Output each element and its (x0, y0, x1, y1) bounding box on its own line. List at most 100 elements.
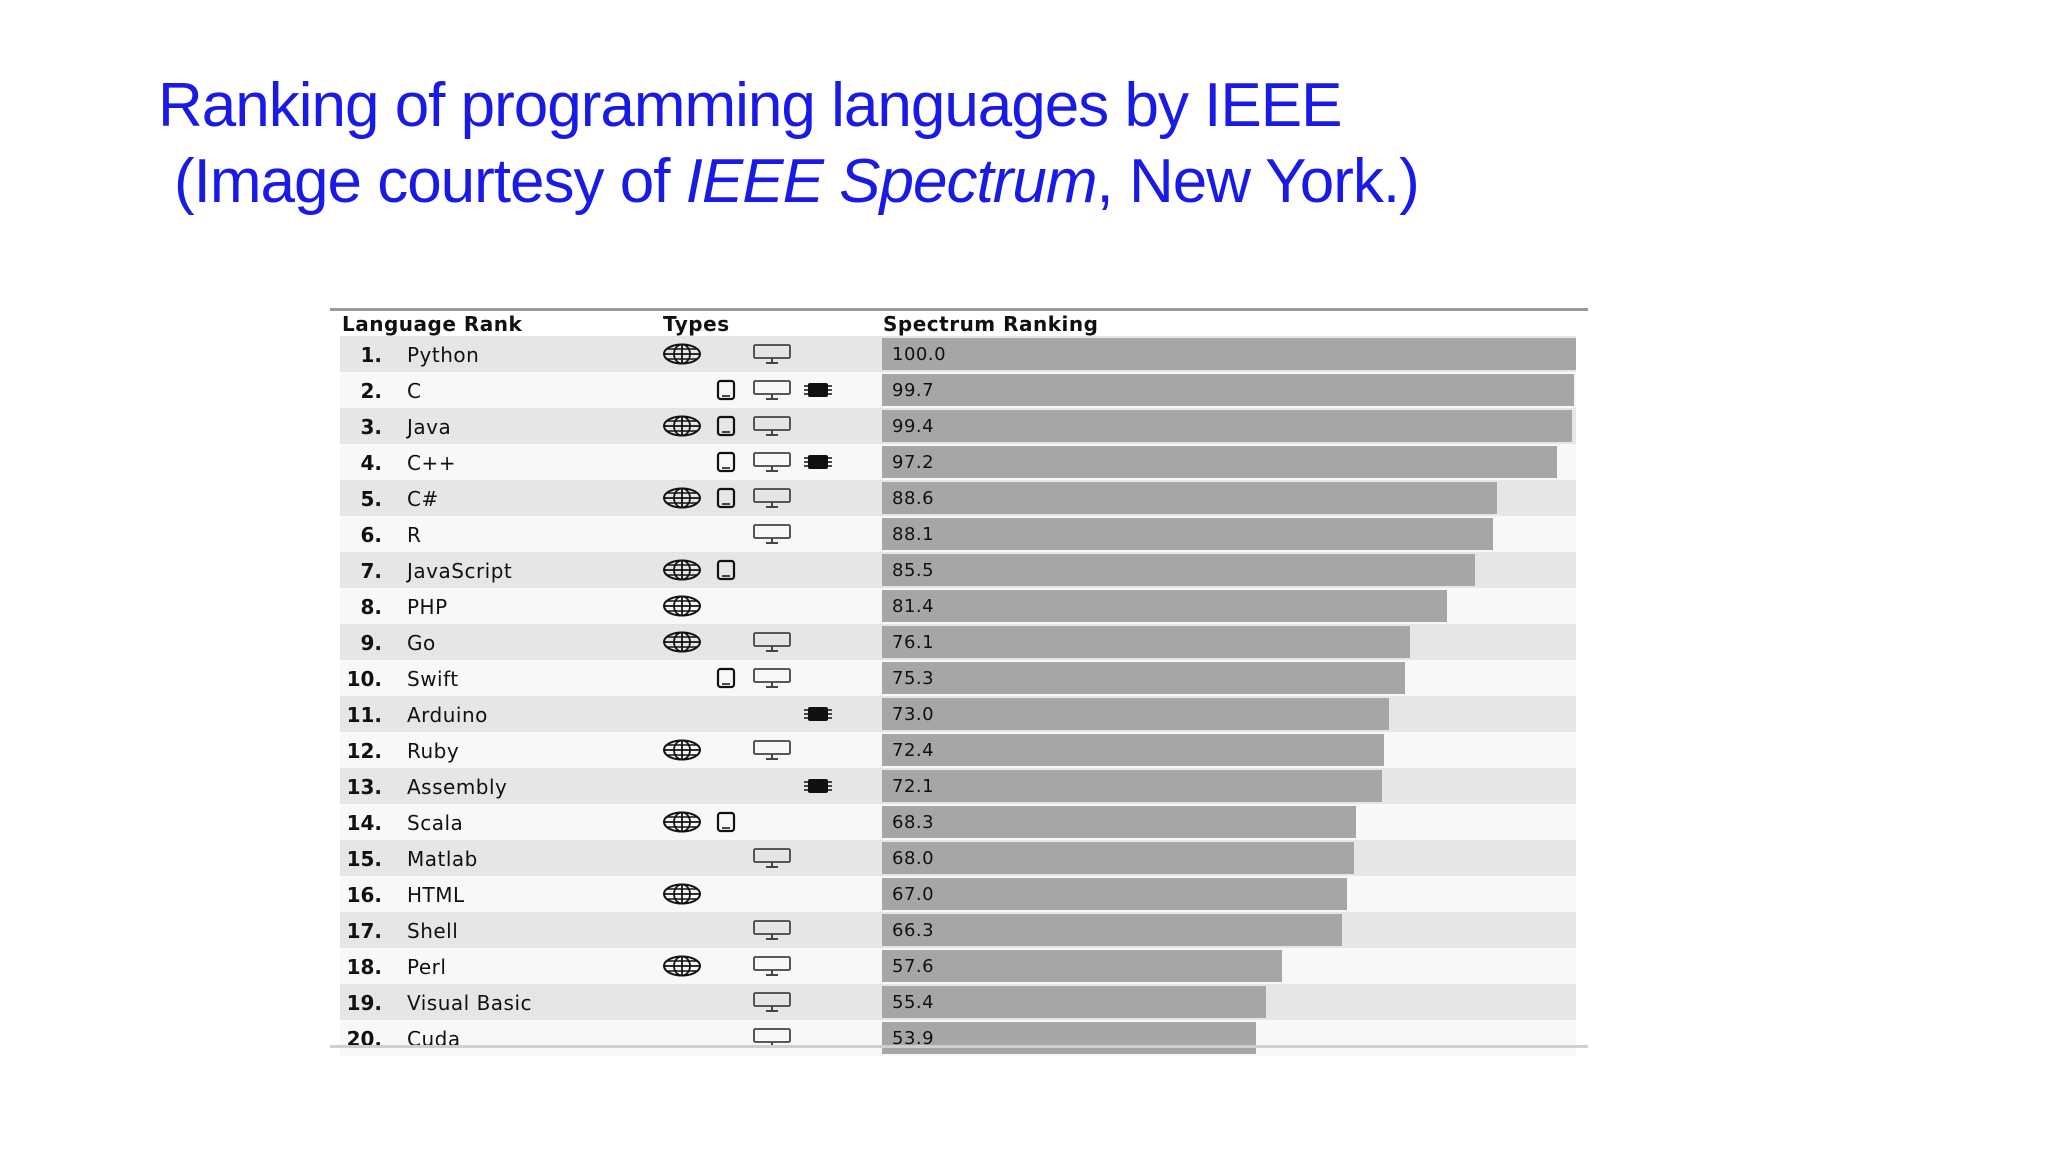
desktop-icon (750, 667, 794, 689)
ranking-bar (882, 770, 1382, 802)
globe-icon (660, 487, 704, 509)
table-row: 6. R 88.1 (340, 516, 1576, 552)
bar-track: 72.4 (882, 734, 1576, 766)
desktop-icon (750, 343, 794, 365)
rank-number: 8. (360, 595, 382, 619)
language-name: HTML (407, 883, 465, 907)
language-name: Python (407, 343, 480, 367)
ranking-bar (882, 806, 1356, 838)
language-name: Scala (407, 811, 464, 835)
table-row: 17. Shell 66.3 (340, 912, 1576, 948)
globe-icon (660, 811, 704, 833)
ranking-bar (882, 986, 1266, 1018)
globe-icon (660, 955, 704, 977)
bar-track: 66.3 (882, 914, 1576, 946)
table-row: 13. Assembly 72.1 (340, 768, 1576, 804)
ranking-bar (882, 410, 1572, 442)
language-name: Assembly (407, 775, 508, 799)
ranking-bar (882, 662, 1405, 694)
language-name: Java (407, 415, 452, 439)
language-name: Go (407, 631, 436, 655)
mobile-icon (704, 667, 748, 689)
language-name: C# (407, 487, 439, 511)
desktop-icon (750, 631, 794, 653)
bar-track: 76.1 (882, 626, 1576, 658)
chip-icon (796, 703, 840, 725)
rank-number: 10. (346, 667, 382, 691)
ranking-score-label: 81.4 (892, 596, 935, 617)
rank-number: 4. (360, 451, 382, 475)
table-row: 10. Swift 75.3 (340, 660, 1576, 696)
chip-icon (796, 775, 840, 797)
ranking-bar (882, 554, 1475, 586)
mobile-icon (704, 811, 748, 833)
table-row: 15. Matlab 68.0 (340, 840, 1576, 876)
ranking-bar (882, 446, 1557, 478)
bar-track: 67.0 (882, 878, 1576, 910)
mobile-icon (704, 451, 748, 473)
title-line-2-publication: IEEE Spectrum (685, 147, 1098, 216)
header-spectrum-ranking: Spectrum Ranking (883, 312, 1099, 336)
table-row: 7. JavaScript 85.5 (340, 552, 1576, 588)
ranking-score-label: 53.9 (892, 1028, 935, 1049)
table-row: 16. HTML 67.0 (340, 876, 1576, 912)
title-line-2-suffix: , New York.) (1096, 147, 1420, 216)
language-name: Perl (407, 955, 447, 979)
language-name: C++ (407, 451, 456, 475)
table-top-rule (330, 308, 1588, 311)
mobile-icon (704, 415, 748, 437)
rank-number: 18. (346, 955, 382, 979)
ranking-bar (882, 1022, 1256, 1054)
desktop-icon (750, 487, 794, 509)
bar-track: 75.3 (882, 662, 1576, 694)
bar-track: 88.6 (882, 482, 1576, 514)
ranking-score-label: 99.4 (892, 416, 935, 437)
rank-number: 15. (346, 847, 382, 871)
globe-icon (660, 343, 704, 365)
globe-icon (660, 559, 704, 581)
rank-number: 17. (346, 919, 382, 943)
mobile-icon (704, 487, 748, 509)
rank-number: 6. (360, 523, 382, 547)
ranking-score-label: 73.0 (892, 704, 935, 725)
ranking-bar (882, 518, 1493, 550)
language-name: Shell (407, 919, 459, 943)
language-name: R (407, 523, 422, 547)
desktop-icon (750, 847, 794, 869)
language-name: Ruby (407, 739, 460, 763)
table-row: 12. Ruby 72.4 (340, 732, 1576, 768)
table-bottom-rule (330, 1045, 1588, 1048)
language-name: C (407, 379, 422, 403)
title-line-2: (Image courtesy of IEEE Spectrum, New Yo… (158, 144, 1420, 220)
ranking-score-label: 99.7 (892, 380, 935, 401)
ranking-score-label: 68.0 (892, 848, 935, 869)
language-name: JavaScript (407, 559, 513, 583)
table-row: 1. Python 100.0 (340, 336, 1576, 372)
table-row: 20. Cuda 53.9 (340, 1020, 1576, 1056)
table-row: 9. Go 76.1 (340, 624, 1576, 660)
ranking-score-label: 100.0 (892, 344, 947, 365)
bar-track: 57.6 (882, 950, 1576, 982)
ranking-score-label: 66.3 (892, 920, 935, 941)
mobile-icon (704, 559, 748, 581)
desktop-icon (750, 523, 794, 545)
table-row: 8. PHP 81.4 (340, 588, 1576, 624)
desktop-icon (750, 451, 794, 473)
rank-number: 13. (346, 775, 382, 799)
bar-track: 88.1 (882, 518, 1576, 550)
globe-icon (660, 631, 704, 653)
ranking-score-label: 88.6 (892, 488, 935, 509)
chip-icon (796, 379, 840, 401)
rank-number: 3. (360, 415, 382, 439)
bar-track: 99.4 (882, 410, 1576, 442)
globe-icon (660, 415, 704, 437)
rank-number: 1. (360, 343, 382, 367)
ranking-score-label: 97.2 (892, 452, 935, 473)
desktop-icon (750, 919, 794, 941)
ranking-bar (882, 626, 1410, 658)
rank-number: 9. (360, 631, 382, 655)
mobile-icon (704, 379, 748, 401)
slide-title: Ranking of programming languages by IEEE… (158, 68, 1420, 220)
title-line-1: Ranking of programming languages by IEEE (158, 71, 1342, 140)
ranking-score-label: 72.1 (892, 776, 935, 797)
